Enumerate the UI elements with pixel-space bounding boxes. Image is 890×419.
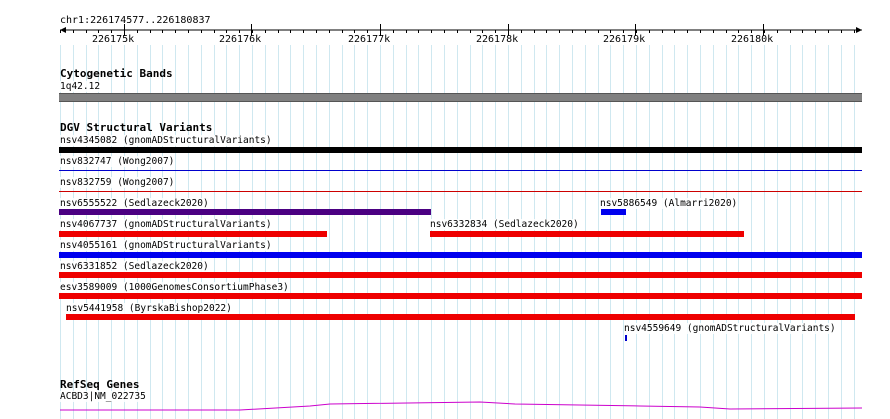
tick-label: 226178k (476, 34, 519, 45)
variant-feature[interactable] (59, 272, 862, 278)
variant-feature[interactable] (59, 209, 431, 215)
variant-label: nsv5886549 (Almarri2020) (600, 198, 738, 209)
cytoband-track-title: Cytogenetic Bands (60, 67, 173, 80)
tick-label: 226176k (219, 34, 262, 45)
variant-label: nsv4055161 (gnomADStructuralVariants) (60, 240, 272, 251)
refseq-track-title: RefSeq Genes (60, 378, 140, 391)
variant-label: nsv4559649 (gnomADStructuralVariants) (624, 323, 836, 334)
variant-feature[interactable] (59, 231, 327, 237)
variant-label: nsv832747 (Wong2007) (60, 156, 175, 167)
tick-label: 226180k (731, 34, 774, 45)
coordinate-label: chr1:226174577..226180837 (60, 15, 211, 26)
variant-feature[interactable] (430, 231, 744, 237)
tick-label: 226179k (603, 34, 646, 45)
cytoband-bar[interactable] (59, 93, 862, 102)
gene-feature[interactable] (0, 398, 890, 419)
variant-label: nsv6555522 (Sedlazeck2020) (60, 198, 209, 209)
variant-feature[interactable] (59, 191, 862, 192)
variant-label: nsv4067737 (gnomADStructuralVariants) (60, 219, 272, 230)
variant-label: nsv5441958 (ByrskaBishop2022) (66, 303, 232, 314)
cytoband-label: 1q42.12 (60, 81, 101, 92)
variant-feature[interactable] (66, 314, 855, 320)
variant-label: nsv4345082 (gnomADStructuralVariants) (60, 135, 272, 146)
variant-feature[interactable] (59, 252, 862, 258)
variant-label: esv3589009 (1000GenomesConsortiumPhase3) (60, 282, 289, 293)
variant-feature[interactable] (625, 335, 627, 341)
variant-feature[interactable] (601, 209, 626, 215)
variant-feature[interactable] (59, 293, 862, 299)
variant-feature[interactable] (59, 147, 862, 153)
variant-feature[interactable] (59, 170, 862, 171)
variant-label: nsv832759 (Wong2007) (60, 177, 175, 188)
ruler[interactable] (0, 0, 890, 60)
tick-label: 226175k (92, 34, 135, 45)
gene-label: ACBD3|NM_022735 (60, 391, 146, 402)
tick-label: 226177k (348, 34, 391, 45)
dgv-track-title: DGV Structural Variants (60, 121, 213, 134)
variant-label: nsv6331852 (Sedlazeck2020) (60, 261, 209, 272)
variant-label: nsv6332834 (Sedlazeck2020) (430, 219, 579, 230)
